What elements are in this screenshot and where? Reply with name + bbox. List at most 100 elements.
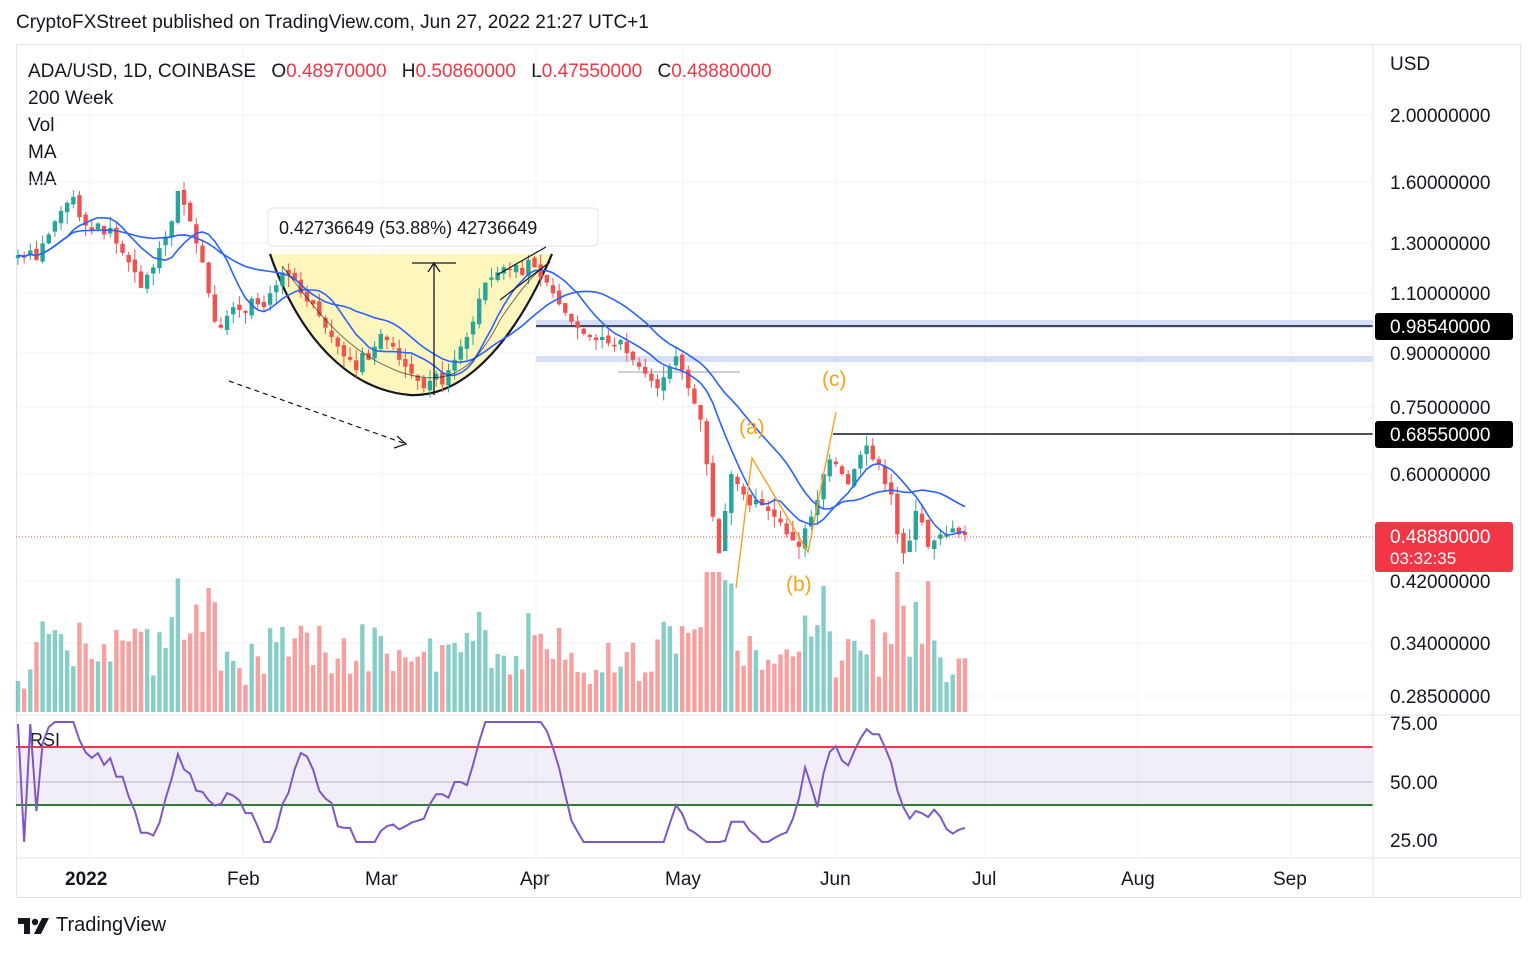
volume-bar: [483, 630, 488, 712]
volume-bar: [624, 652, 629, 712]
candle-body: [237, 304, 242, 310]
volume-bar: [796, 651, 802, 712]
volume-bar: [729, 583, 734, 712]
volume-bar: [956, 658, 962, 712]
volume-bar: [759, 669, 765, 712]
volume-bar: [489, 668, 494, 712]
candle-body: [772, 509, 777, 517]
volume-bar: [89, 659, 94, 712]
candle-body: [526, 259, 531, 277]
currency-label: USD: [1390, 54, 1431, 75]
price-tick: 0.42000000: [1390, 572, 1490, 593]
volume-bar: [784, 649, 789, 712]
dashed-trend-arrowhead: [393, 435, 408, 449]
time-tick: Sep: [1273, 869, 1307, 890]
volume-bar: [452, 642, 457, 712]
volume-bar: [753, 650, 759, 712]
indicator-200-week[interactable]: 200 Week: [28, 88, 114, 109]
candle-body: [919, 513, 925, 523]
candle-body: [378, 333, 384, 349]
volume-bar: [446, 644, 451, 712]
candle-body: [64, 202, 70, 213]
candle-body: [784, 523, 789, 535]
rsi-tick: 25.00: [1390, 831, 1438, 852]
candle-body: [138, 271, 144, 288]
volume-bar: [341, 638, 347, 712]
candle-body: [827, 459, 832, 477]
candle-body: [747, 494, 752, 506]
candle-body: [606, 335, 611, 344]
volume-bar: [249, 643, 254, 712]
volume-bar: [766, 659, 771, 712]
indicator-ma-2[interactable]: MA: [28, 169, 57, 190]
candle-body: [433, 373, 439, 380]
volume-bar: [114, 629, 119, 712]
candle-body: [120, 243, 125, 253]
cup-shape-fill: [270, 254, 552, 396]
candle-body: [630, 351, 636, 360]
volume-bar: [15, 680, 21, 712]
candle-body: [187, 202, 193, 222]
candle-body: [298, 279, 304, 294]
time-tick: Jun: [820, 869, 851, 890]
candle-body: [870, 445, 875, 460]
price-tick: 2.00000000: [1390, 106, 1490, 127]
candle-body: [895, 493, 900, 535]
volume-bar: [77, 622, 82, 712]
volume-bar: [932, 640, 937, 712]
volume-bar: [458, 652, 463, 712]
volume-bar: [679, 626, 685, 712]
volume-bar: [52, 630, 58, 712]
volume-bar: [698, 627, 703, 712]
candle-body: [323, 317, 328, 328]
wedge-line-top: [496, 246, 547, 276]
price-tick: 0.34000000: [1390, 634, 1490, 655]
candle-body: [243, 310, 248, 313]
volume-bar: [938, 657, 943, 712]
symbol-label[interactable]: ADA/USD, 1D, COINBASE: [28, 61, 257, 82]
chart-frame: [16, 44, 1521, 898]
candle-body: [372, 346, 377, 359]
candle-body: [354, 360, 359, 371]
volume-bar: [513, 655, 519, 712]
rsi-label[interactable]: RSI: [30, 730, 61, 750]
volume-bar: [163, 648, 168, 712]
volume-bar: [544, 649, 550, 712]
volume-bar: [384, 653, 390, 712]
volume-bar: [686, 632, 691, 712]
footer-brand[interactable]: TradingView: [16, 914, 166, 937]
volume-bar: [267, 628, 273, 712]
volume-bar: [550, 658, 556, 712]
time-tick: Aug: [1121, 869, 1155, 890]
level-label-bg-1: [1375, 313, 1513, 340]
volume-bar: [852, 640, 857, 712]
candle-body: [753, 499, 759, 505]
candle-body: [483, 282, 488, 301]
volume-bar: [397, 650, 402, 712]
candle-body: [520, 267, 525, 275]
volume-bar: [181, 639, 187, 712]
candle-body: [796, 541, 802, 547]
candle-body: [864, 445, 869, 455]
candle-body: [686, 369, 691, 389]
candle-body: [821, 474, 826, 500]
candle-body: [962, 532, 968, 536]
candle-body: [440, 372, 445, 385]
current-price-label: 0.48880000: [1390, 527, 1490, 548]
volume-bar: [132, 628, 138, 712]
indicator-vol[interactable]: Vol: [28, 115, 55, 136]
level-label-1: 0.98540000: [1390, 317, 1490, 338]
volume-bar: [901, 605, 906, 712]
candle-body: [655, 379, 660, 389]
indicator-ma-1[interactable]: MA: [28, 142, 57, 163]
candle-body: [679, 354, 685, 371]
candle-body: [729, 474, 734, 513]
candle-body: [77, 195, 82, 218]
candle-body: [397, 348, 402, 360]
candle-body: [421, 378, 427, 389]
volume-bar: [925, 581, 931, 712]
candle-body: [89, 227, 94, 231]
low-value: 0.47550000: [541, 61, 643, 82]
volume-bar: [286, 656, 291, 712]
